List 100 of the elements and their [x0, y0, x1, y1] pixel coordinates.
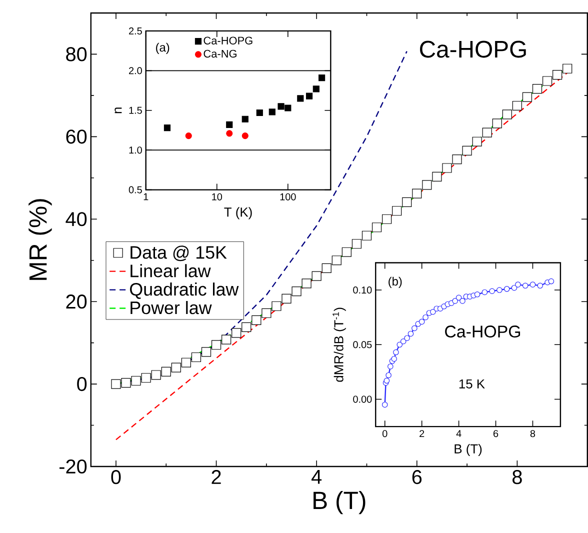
point	[552, 70, 562, 80]
y-tick-label: 0.5	[128, 186, 142, 194]
point	[161, 366, 171, 376]
y-tick-label: 0.05	[353, 340, 372, 348]
x-axis-title: B (T)	[454, 444, 482, 456]
point	[522, 282, 528, 288]
point	[548, 278, 554, 284]
point	[502, 109, 512, 119]
x-tick-label: 2	[212, 470, 221, 484]
point	[460, 298, 466, 304]
point	[530, 281, 536, 288]
annotation: (a)	[156, 42, 170, 54]
point	[422, 314, 428, 320]
point	[302, 278, 312, 288]
point	[141, 372, 151, 382]
x-tick-label: 8	[512, 470, 522, 484]
point	[430, 308, 436, 315]
legend-label: Ca-NG	[204, 50, 236, 58]
point	[282, 294, 292, 304]
point	[482, 128, 492, 138]
point	[392, 206, 402, 216]
legend-label: Data @ 15K	[130, 245, 227, 261]
x-axis-title: B (T)	[314, 490, 366, 514]
point	[121, 378, 131, 388]
x-axis-title: T (K)	[224, 206, 252, 220]
y-tick-label: 20	[66, 294, 87, 308]
y-tick-label: 1.5	[129, 106, 142, 114]
point	[382, 402, 388, 408]
annotation: Ca-HOPG	[420, 40, 526, 58]
point	[322, 263, 332, 273]
point	[408, 330, 414, 336]
y-axis-title: MR (%)	[28, 198, 52, 280]
point	[412, 325, 418, 331]
point	[489, 288, 495, 294]
legend-label: Power law	[130, 300, 212, 314]
x-tick-label: 4	[312, 470, 322, 484]
point	[382, 214, 392, 224]
point	[222, 334, 232, 344]
point	[511, 284, 518, 291]
x-tick-label: 4	[456, 430, 462, 437]
point	[474, 291, 480, 298]
point	[393, 349, 399, 355]
point	[452, 298, 458, 304]
annotation: Ca-HOPG	[445, 325, 520, 338]
y-tick-label: 60	[66, 129, 87, 144]
point	[252, 315, 262, 325]
point	[396, 342, 403, 348]
y-tick-label: 40	[66, 212, 87, 226]
point	[272, 301, 282, 311]
y-tick-label: 80	[66, 46, 87, 62]
point	[482, 289, 488, 295]
point	[171, 362, 181, 372]
x-tick-label: 10	[212, 193, 222, 200]
x-tick-label: 6	[493, 430, 498, 437]
y-tick-label: 0.00	[353, 396, 372, 403]
point	[532, 84, 542, 94]
x-tick-label: 0	[111, 470, 121, 484]
point	[404, 334, 410, 341]
point	[292, 286, 302, 296]
point	[386, 372, 392, 378]
point	[191, 352, 202, 362]
point	[462, 146, 472, 156]
point	[496, 286, 502, 293]
annotation: 15 K	[459, 379, 485, 388]
point	[362, 230, 372, 240]
point	[332, 255, 342, 265]
point	[472, 136, 482, 146]
y-axis-title: dMR/dB (T$^{-1}$)	[332, 308, 346, 382]
legend-label: Quadratic law	[130, 282, 239, 299]
x-tick-label: 2	[420, 430, 424, 437]
point	[388, 363, 394, 370]
point	[504, 286, 510, 292]
point	[232, 328, 242, 338]
point	[402, 197, 412, 207]
point	[562, 64, 572, 74]
point	[456, 294, 462, 300]
point	[452, 154, 462, 164]
y-tick-label: 0.10	[353, 286, 372, 294]
point	[201, 346, 212, 356]
y-tick-label: 1.0	[129, 146, 142, 154]
point	[422, 180, 432, 190]
point	[418, 318, 425, 324]
annotation: (b)	[388, 276, 402, 288]
point	[384, 378, 390, 384]
point	[522, 92, 532, 102]
x-tick-label: 8	[530, 430, 536, 437]
point	[372, 222, 382, 232]
point	[262, 308, 272, 318]
point	[342, 247, 352, 257]
point	[512, 100, 522, 110]
point	[515, 281, 521, 288]
point	[181, 358, 191, 368]
point	[400, 338, 406, 344]
point	[542, 76, 552, 86]
legend-label: Ca-HOPG	[204, 36, 252, 44]
point	[432, 172, 442, 182]
y-axis-title: n	[114, 107, 122, 113]
y-tick-label: 0	[77, 376, 87, 391]
x-tick-label: 100	[280, 193, 296, 200]
y-tick-label: -20	[60, 459, 87, 474]
